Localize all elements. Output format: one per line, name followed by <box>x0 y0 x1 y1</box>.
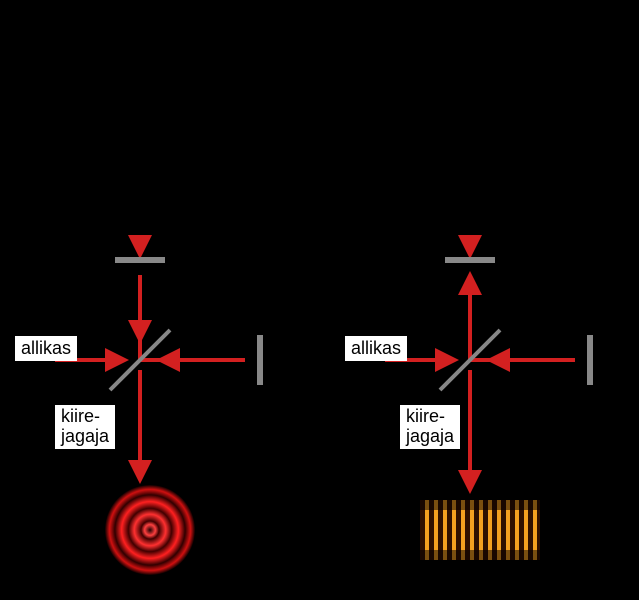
left-source-label: allikas <box>15 336 77 361</box>
right-splitter-label: kiire- jagaja <box>400 405 460 449</box>
right-fringe-pattern <box>420 500 540 560</box>
interferometer-diagram <box>0 0 639 600</box>
left-splitter-label: kiire- jagaja <box>55 405 115 449</box>
left-ring-pattern <box>105 485 195 575</box>
right-interferometer <box>385 240 590 560</box>
right-source-label: allikas <box>345 336 407 361</box>
